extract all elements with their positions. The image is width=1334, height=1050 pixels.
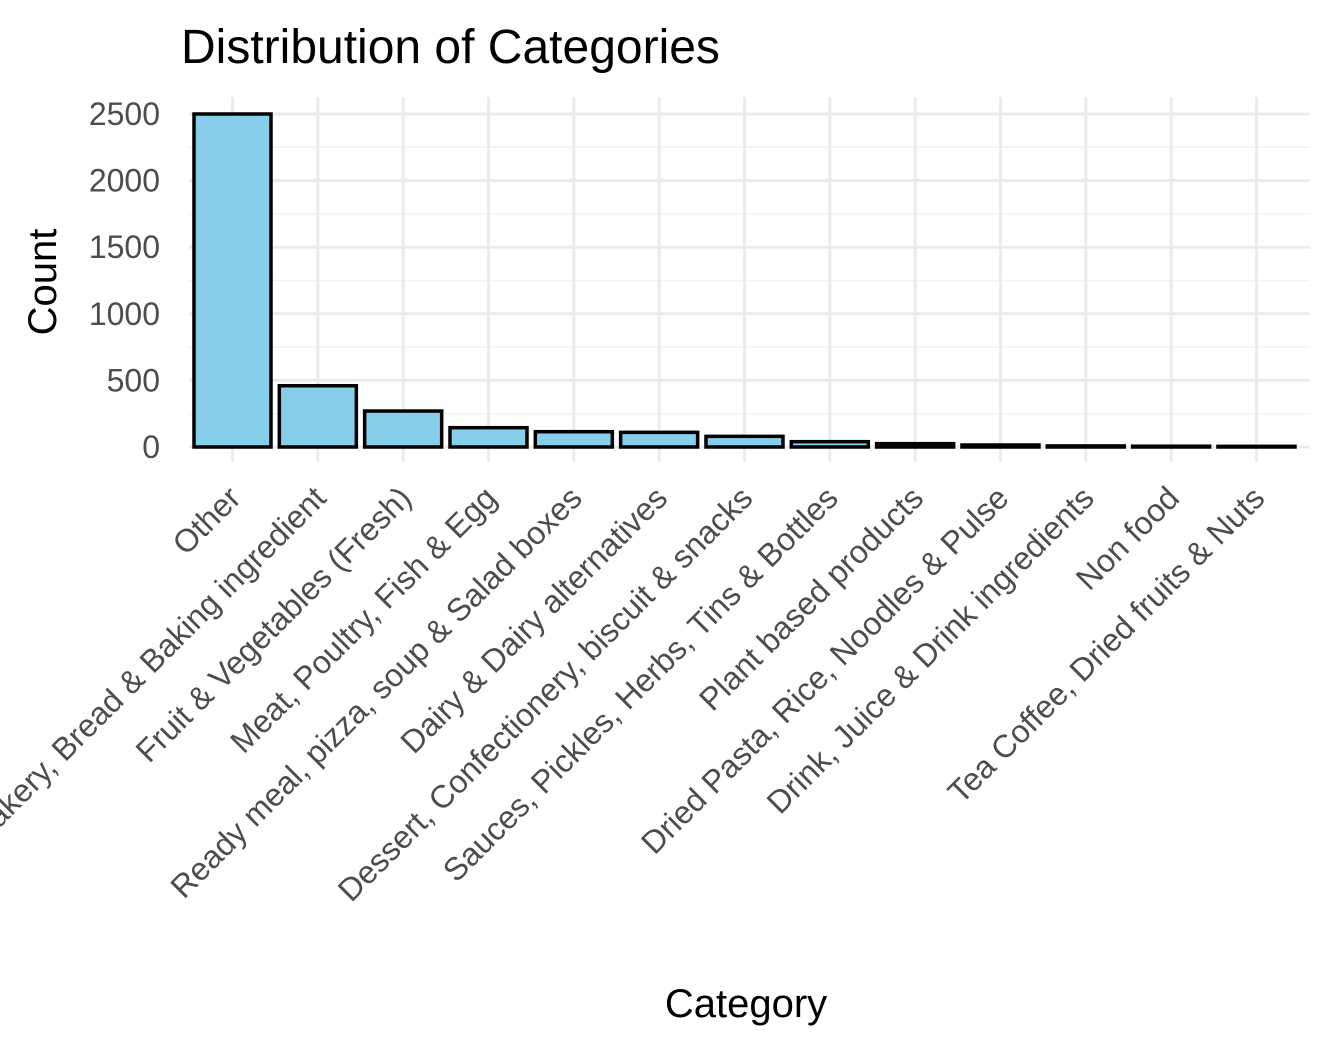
bar xyxy=(533,429,615,449)
bar xyxy=(874,441,956,449)
y-tick-label: 500 xyxy=(107,362,160,398)
bar xyxy=(1216,444,1297,449)
bar xyxy=(1045,444,1127,449)
bar xyxy=(618,430,700,449)
chart-title: Distribution of Categories xyxy=(181,21,720,74)
bar xyxy=(704,434,785,449)
bar xyxy=(192,112,273,449)
y-tick-label: 2000 xyxy=(89,163,160,199)
x-axis-title: Category xyxy=(665,982,827,1026)
x-tick-label: Sauces, Pickles, Herbs, Tins & Bottles xyxy=(436,479,845,888)
bar xyxy=(277,383,359,449)
bar xyxy=(960,443,1041,449)
bar xyxy=(448,425,529,449)
bars xyxy=(192,112,1297,449)
bar xyxy=(789,439,871,449)
y-tick-label: 2500 xyxy=(89,96,160,132)
x-tick-label: Other xyxy=(165,479,247,561)
y-axis-title: Count xyxy=(21,229,65,336)
bar xyxy=(362,409,444,449)
y-tick-label: 1500 xyxy=(89,229,160,265)
y-tick-label: 0 xyxy=(142,429,160,465)
y-tick-labels: 0 500 1000 1500 2000 2500 xyxy=(89,96,160,465)
bar xyxy=(1130,444,1212,449)
y-tick-label: 1000 xyxy=(89,296,160,332)
